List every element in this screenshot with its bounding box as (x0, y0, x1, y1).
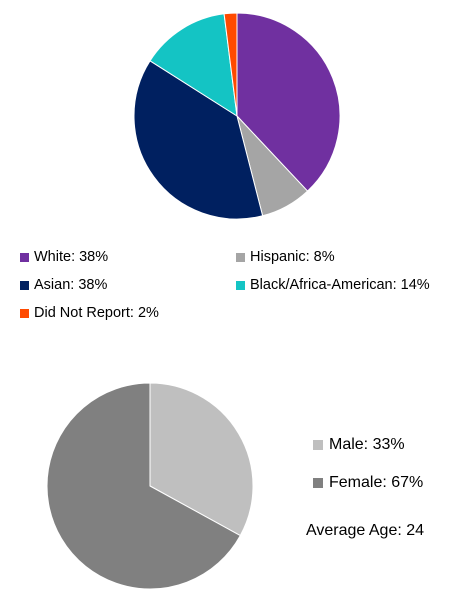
legend-swatch-asian (20, 280, 29, 290)
legend-item-female: Female: 67% (313, 474, 423, 492)
ethnicity-pie-chart (133, 12, 341, 220)
ethnicity-slice-did-not-report (223, 12, 238, 117)
legend-swatch-white (20, 252, 29, 262)
legend-label-male: Male: 33% (329, 436, 405, 453)
ethnicity-slice-black-africa-american (149, 13, 238, 117)
ethnicity-slice-asian (133, 60, 264, 220)
legend-swatch-did-not-report (20, 308, 29, 318)
legend-swatch-female (313, 478, 323, 488)
legend-label-black: Black/Africa-American: 14% (250, 277, 430, 293)
gender-slice-female (46, 382, 241, 590)
legend-item-white: White: 38% (20, 249, 108, 265)
legend-swatch-hispanic (236, 252, 245, 262)
legend-item-asian: Asian: 38% (20, 277, 107, 293)
gender-pie-chart (46, 382, 254, 590)
gender-slice-male (149, 382, 254, 537)
legend-item-hispanic: Hispanic: 8% (236, 249, 335, 265)
legend-swatch-male (313, 440, 323, 450)
average-age-annotation: Average Age: 24 (306, 522, 425, 539)
legend-item-male: Male: 33% (313, 436, 405, 454)
legend-label-white: White: 38% (34, 249, 109, 265)
ethnicity-slice-white (236, 12, 341, 192)
legend-label-asian: Asian: 38% (34, 277, 108, 293)
legend-item-black: Black/Africa-American: 14% (236, 277, 430, 293)
legend-swatch-black (236, 280, 245, 290)
legend-label-female: Female: 67% (329, 474, 424, 491)
legend-label-hispanic: Hispanic: 8% (250, 249, 335, 265)
legend-label-did-not-report: Did Not Report: 2% (34, 305, 159, 321)
legend-item-did-not-report: Did Not Report: 2% (20, 305, 159, 321)
